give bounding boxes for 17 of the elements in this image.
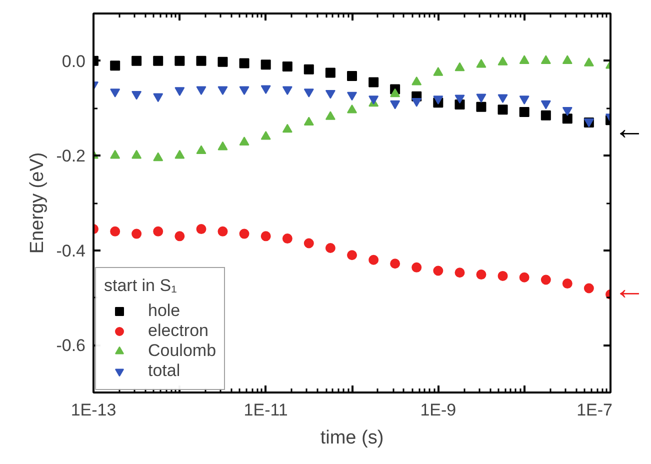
- x-axis-title: time (s): [320, 428, 384, 448]
- y-tick-label: -0.2: [56, 146, 86, 166]
- y-tick-label: -0.4: [56, 241, 86, 260]
- y-tick-label: 0.0: [62, 52, 86, 71]
- y-axis-title: Energy (eV): [27, 152, 48, 254]
- annotation: ←: [614, 110, 646, 146]
- legend-label: Coulomb: [148, 341, 216, 361]
- legend-label: hole: [148, 301, 180, 321]
- x-tick-label: 1E-11: [244, 400, 288, 420]
- annotation: ←: [614, 270, 646, 306]
- x-tick-label: 1E-13: [70, 400, 116, 420]
- legend-label: total: [148, 361, 180, 381]
- legend-title: start in S₁: [104, 276, 178, 296]
- legend-label: electron: [148, 321, 208, 341]
- x-tick-label: 1E-9: [420, 400, 456, 420]
- y-tick-label: -0.6: [56, 336, 86, 356]
- x-tick-label: 1E-7: [576, 400, 613, 420]
